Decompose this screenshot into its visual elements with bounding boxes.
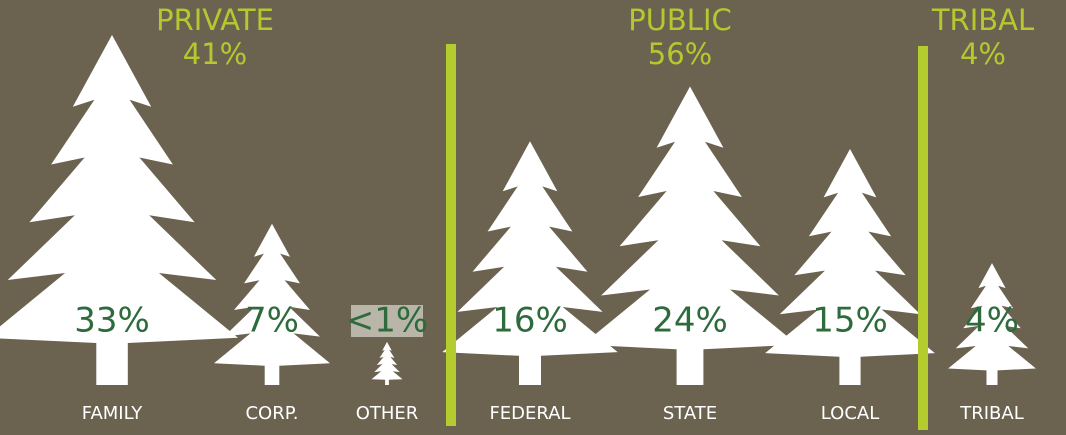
category-label: STATE: [663, 403, 717, 424]
value-label: 16%: [492, 301, 568, 341]
category-label: TRIBAL: [959, 403, 1024, 424]
value-label: <1%: [346, 301, 428, 341]
category-label: CORP.: [245, 403, 298, 424]
group-share: 4%: [960, 37, 1006, 71]
group-name: PUBLIC: [628, 3, 732, 37]
category-label: FEDERAL: [489, 403, 570, 424]
group-share: 41%: [183, 37, 247, 71]
value-label: 15%: [812, 301, 888, 341]
category-label: LOCAL: [821, 403, 879, 424]
value-label: 4%: [965, 301, 1019, 341]
group-name: PRIVATE: [156, 3, 274, 37]
category-label: FAMILY: [82, 403, 143, 424]
group-share: 56%: [648, 37, 712, 71]
infographic: PRIVATE41%PUBLIC56%TRIBAL4%33%FAMILY7%CO…: [0, 0, 1066, 435]
value-label: 7%: [245, 301, 299, 341]
value-label: 33%: [74, 301, 150, 341]
group-name: TRIBAL: [931, 3, 1034, 37]
category-label: OTHER: [356, 403, 419, 424]
value-label: 24%: [652, 301, 728, 341]
